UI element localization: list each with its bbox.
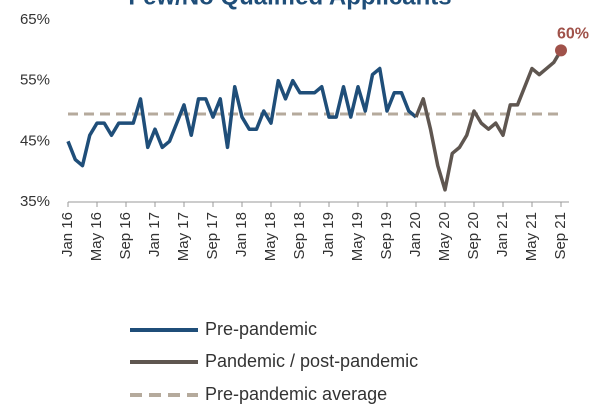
- line-series: [414, 49, 563, 192]
- x-tick-label: May 17: [175, 212, 192, 261]
- y-tick-label: 45%: [20, 132, 50, 149]
- y-tick-label: 55%: [20, 72, 50, 89]
- chart-title: Few/No Qualified Applicants: [128, 0, 451, 10]
- x-tick-label: Sep 17: [204, 212, 221, 260]
- x-tick-label: Sep 20: [465, 212, 482, 260]
- x-tick-label: Sep 16: [117, 212, 134, 260]
- line-series: [66, 66, 418, 168]
- x-tick-label: Jan 20: [407, 212, 424, 257]
- end-marker: [555, 44, 567, 57]
- y-tick-label: 35%: [20, 193, 50, 210]
- x-tick-label: Sep 21: [552, 212, 569, 260]
- x-tick-label: May 19: [349, 212, 366, 261]
- x-tick-label: May 18: [262, 212, 279, 261]
- x-tick-label: May 20: [436, 212, 453, 261]
- x-tick-label: Jan 21: [494, 212, 511, 257]
- y-tick-label: 65%: [20, 11, 50, 28]
- x-tick-label: Jan 18: [233, 212, 250, 257]
- x-tick-label: Sep 18: [291, 212, 308, 260]
- x-tick-label: Jan 19: [320, 212, 337, 257]
- x-tick-label: May 16: [88, 212, 105, 261]
- data-label: 60%: [557, 26, 589, 43]
- legend-label: Pre-pandemic: [205, 319, 317, 339]
- legend-label: Pre-pandemic average: [205, 384, 387, 404]
- x-tick-label: May 21: [523, 212, 540, 261]
- x-tick-label: Sep 19: [378, 212, 395, 260]
- x-tick-label: Jan 17: [146, 212, 163, 257]
- legend-label: Pandemic / post-pandemic: [205, 351, 418, 371]
- x-tick-label: Jan 16: [59, 212, 76, 257]
